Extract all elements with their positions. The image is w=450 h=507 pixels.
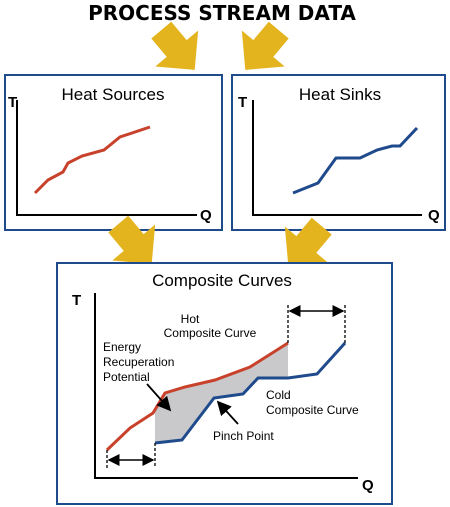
panel-title: Heat Sinks <box>299 85 381 104</box>
hot-curve <box>105 341 289 452</box>
pointer-arrow <box>216 400 239 425</box>
cold-curve <box>154 341 347 445</box>
pinch-label: Pinch Point <box>213 429 274 443</box>
cold-label: Composite Curve <box>266 403 359 417</box>
cold-curve <box>292 126 419 195</box>
cold-label: Cold <box>266 388 291 402</box>
axes <box>94 293 358 479</box>
recovery-area <box>155 343 288 443</box>
energy-label: Potential <box>103 370 150 384</box>
dashes <box>106 303 346 468</box>
hot-label: Hot <box>181 312 200 326</box>
panel-box <box>4 74 223 231</box>
axis-label: Q <box>428 207 440 224</box>
panel-title: Composite Curves <box>152 271 292 290</box>
axes <box>16 100 197 216</box>
axis-label: T <box>72 292 81 309</box>
hot-curve <box>33 125 151 195</box>
panel-title: Heat Sources <box>62 85 165 104</box>
hot-label: Composite Curve <box>164 326 257 340</box>
pointer-arrow <box>146 383 172 412</box>
page-title: PROCESS STREAM DATA <box>88 1 356 25</box>
energy-label: Energy <box>103 340 141 354</box>
energy-label: Recuperation <box>103 355 174 369</box>
axis-label: Q <box>362 477 374 494</box>
axis-label: Q <box>200 207 212 224</box>
axes <box>252 100 422 216</box>
axis-label: T <box>238 94 247 111</box>
axis-label: T <box>8 94 17 111</box>
panel-box <box>231 74 446 231</box>
